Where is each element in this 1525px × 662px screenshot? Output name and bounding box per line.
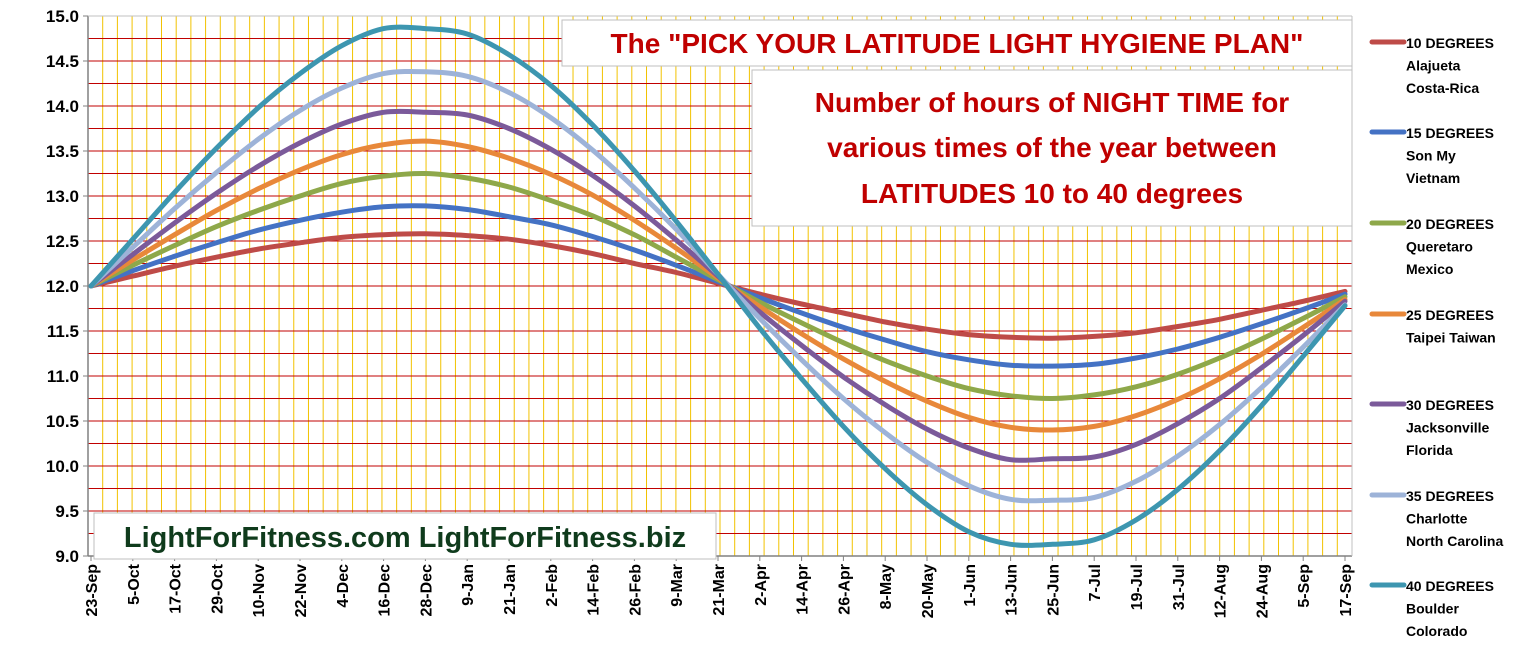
legend-label: Alajueta bbox=[1406, 58, 1461, 74]
x-tick-label: 14-Apr bbox=[795, 564, 812, 615]
x-tick-label: 25-Jun bbox=[1045, 564, 1062, 616]
x-tick-label: 21-Mar bbox=[711, 564, 728, 616]
x-tick-label: 26-Feb bbox=[627, 564, 644, 616]
legend-label: Queretaro bbox=[1406, 239, 1473, 255]
title-box: The "PICK YOUR LATITUDE LIGHT HYGIENE PL… bbox=[561, 19, 1353, 67]
x-tick-label: 9-Mar bbox=[669, 564, 686, 607]
legend-label: Jacksonville bbox=[1406, 420, 1489, 436]
y-tick-label: 13.0 bbox=[46, 187, 79, 206]
subtitle-line-2: various times of the year between bbox=[827, 132, 1277, 163]
y-tick-label: 9.0 bbox=[55, 547, 79, 566]
x-tick-label: 2-Feb bbox=[544, 564, 561, 607]
series-line-40-degrees bbox=[88, 24, 1348, 548]
x-tick-label: 1-Jun bbox=[962, 564, 979, 607]
legend-label: 10 DEGREES bbox=[1406, 35, 1494, 51]
watermark-text: LightForFitness.com LightForFitness.biz bbox=[124, 522, 686, 554]
legend-label: Charlotte bbox=[1406, 511, 1468, 527]
y-tick-label: 13.5 bbox=[46, 142, 79, 161]
y-tick-label: 11.5 bbox=[47, 322, 79, 341]
y-tick-label: 15.0 bbox=[46, 7, 79, 26]
x-tick-label: 12-Aug bbox=[1213, 564, 1230, 618]
legend-label: 35 DEGREES bbox=[1406, 488, 1494, 504]
x-tick-label: 26-Apr bbox=[836, 564, 853, 615]
series-lines bbox=[88, 24, 1348, 548]
y-tick-label: 11.0 bbox=[47, 367, 79, 386]
x-tick-label: 4-Dec bbox=[335, 564, 352, 608]
x-tick-label: 23-Sep bbox=[84, 564, 101, 617]
x-tick-label: 28-Dec bbox=[418, 564, 435, 617]
legend-label: Boulder bbox=[1406, 601, 1459, 617]
x-tick-label: 24-Aug bbox=[1254, 564, 1271, 618]
legend-label: 40 DEGREES bbox=[1406, 578, 1494, 594]
x-tick-label: 9-Jan bbox=[460, 564, 477, 606]
subtitle-box: Number of hours of NIGHT TIME for variou… bbox=[751, 69, 1353, 227]
x-tick-label: 10-Nov bbox=[251, 564, 268, 617]
x-tick-label: 2-Apr bbox=[753, 564, 770, 606]
y-axis-ticks: 15.0 14.5 14.0 13.5 13.0 12.5 12.0 11.5 11.0 10.5… bbox=[46, 7, 88, 566]
x-tick-label: 31-Jul bbox=[1171, 564, 1188, 610]
subtitle-line-1: Number of hours of NIGHT TIME for bbox=[815, 87, 1290, 118]
x-tick-label: 5-Oct bbox=[126, 563, 143, 605]
x-tick-label: 17-Oct bbox=[168, 563, 185, 613]
subtitle-line-3: LATITUDES 10 to 40 degrees bbox=[861, 178, 1243, 209]
y-tick-label: 12.5 bbox=[46, 232, 79, 251]
legend-label: North Carolina bbox=[1406, 533, 1503, 549]
x-tick-label: 5-Sep bbox=[1296, 564, 1313, 608]
x-tick-label: 17-Sep bbox=[1338, 564, 1355, 617]
legend-label: 20 DEGREES bbox=[1406, 216, 1494, 232]
legend-label: 30 DEGREES bbox=[1406, 397, 1494, 413]
x-tick-label: 29-Oct bbox=[209, 563, 226, 613]
y-tick-label: 9.5 bbox=[55, 502, 79, 521]
x-tick-label: 7-Jul bbox=[1087, 564, 1104, 601]
x-tick-label: 22-Nov bbox=[293, 564, 310, 617]
x-tick-label: 8-May bbox=[878, 564, 895, 609]
y-tick-label: 10.5 bbox=[46, 412, 79, 431]
x-tick-label: 13-Jun bbox=[1004, 564, 1021, 616]
legend-label: Mexico bbox=[1406, 261, 1453, 277]
legend-label: Vietnam bbox=[1406, 170, 1460, 186]
legend-label: Costa-Rica bbox=[1406, 80, 1479, 96]
x-tick-label: 14-Feb bbox=[586, 564, 603, 616]
y-tick-label: 12.0 bbox=[46, 277, 79, 296]
x-axis-ticks: 23-Sep 5-Oct 17-Oct 29-Oct 10-Nov 22-Nov 4-Dec… bbox=[84, 556, 1355, 618]
legend-label: Son My bbox=[1406, 148, 1456, 164]
x-tick-label: 16-Dec bbox=[377, 564, 394, 617]
x-tick-label: 19-Jul bbox=[1129, 564, 1146, 610]
legend-label: Taipei Taiwan bbox=[1406, 330, 1496, 346]
x-tick-label: 20-May bbox=[920, 564, 937, 618]
legend-label: Colorado bbox=[1406, 623, 1467, 639]
chart-title: The "PICK YOUR LATITUDE LIGHT HYGIENE PL… bbox=[611, 28, 1304, 59]
y-tick-label: 10.0 bbox=[46, 457, 79, 476]
watermark-box: LightForFitness.com LightForFitness.biz bbox=[93, 512, 717, 560]
x-tick-label: 21-Jan bbox=[502, 564, 519, 615]
legend: 10 DEGREES Alajueta Costa-Rica 15 DEGREES So… bbox=[1369, 35, 1503, 639]
y-tick-label: 14.5 bbox=[46, 52, 79, 71]
y-tick-label: 14.0 bbox=[46, 97, 79, 116]
legend-label: 25 DEGREES bbox=[1406, 307, 1494, 323]
legend-label: Florida bbox=[1406, 442, 1453, 458]
legend-label: 15 DEGREES bbox=[1406, 125, 1494, 141]
